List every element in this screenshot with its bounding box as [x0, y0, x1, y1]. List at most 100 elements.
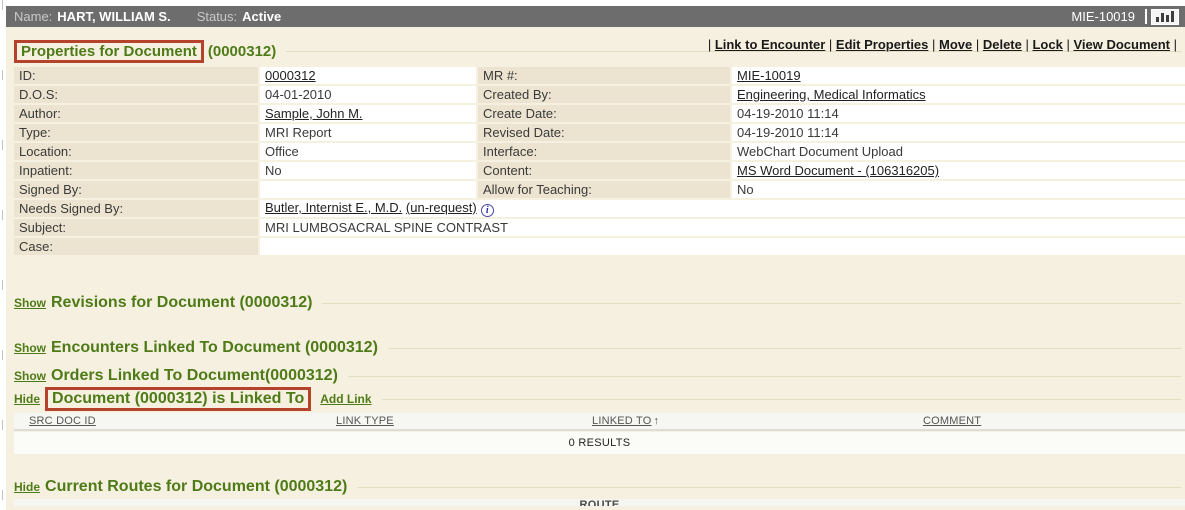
prop-label: Create Date: — [478, 105, 730, 122]
prop-value-link[interactable]: Engineering, Medical Informatics — [737, 87, 926, 102]
section-revisions: Show Revisions for Document (0000312) — [14, 294, 1181, 312]
section-encounters: Show Encounters Linked To Document (0000… — [14, 339, 1181, 357]
prop-row: Location: Office Interface: WebChart Docume… — [14, 143, 1185, 160]
hide-linked-to-link[interactable]: Hide — [14, 392, 41, 406]
section-orders: Show Orders Linked To Document(0000312) — [14, 367, 1181, 385]
action-link-move[interactable]: Move — [939, 37, 973, 52]
section-current-routes: Hide Current Routes for Document (000031… — [14, 478, 1181, 496]
heading-rule — [387, 347, 1181, 349]
prop-row: Type: MRI Report Revised Date: 04-19-2010 1… — [14, 124, 1185, 141]
sort-link[interactable]: LINKED TO — [592, 415, 652, 427]
column-header-comment: COMMENT — [917, 415, 1185, 427]
sort-link[interactable]: SRC DOC ID — [29, 415, 96, 427]
prop-label: Needs Signed By: — [14, 200, 258, 217]
prop-label: Case: — [14, 238, 258, 255]
action-link-view-document[interactable]: View Document — [1073, 37, 1170, 52]
prop-label: Allow for Teaching: — [478, 181, 730, 198]
hide-current-routes-link[interactable]: Hide — [14, 480, 41, 494]
route-column-header: ROUTE — [579, 499, 620, 506]
prop-value: No — [732, 181, 1185, 198]
prop-value-link[interactable]: Butler, Internist E., M.D. — [265, 200, 403, 215]
sort-ascending-icon: ↑ — [653, 415, 659, 427]
prop-label: Location: — [14, 143, 258, 160]
window-edge — [0, 0, 6, 510]
heading-rule — [381, 398, 1181, 400]
action-links: | Link to Encounter | Edit Properties | … — [707, 37, 1177, 52]
properties-title-docid: (0000312) — [207, 43, 277, 60]
prop-value: Butler, Internist E., M.D. (un-request) i — [260, 200, 1185, 217]
prop-value: WebChart Document Upload — [732, 143, 1185, 160]
properties-table-body: ID: 0000312 MR #: MIE-10019 D.O.S: 04-01-2010… — [14, 67, 1185, 255]
prop-value: MRI Report — [260, 124, 476, 141]
prop-row: Subject: MRI LUMBOSACRAL SPINE CONTRAST — [14, 219, 1185, 236]
prop-label: D.O.S: — [14, 86, 258, 103]
prop-value-link[interactable]: 0000312 — [265, 68, 316, 83]
show-encounters-link[interactable]: Show — [14, 341, 46, 355]
info-icon[interactable]: i — [480, 204, 494, 217]
prop-label: Revised Date: — [478, 124, 730, 141]
patient-status: Active — [242, 9, 282, 24]
section-linked-to: Hide Document (0000312) is Linked To Add… — [14, 387, 1181, 411]
action-link-edit-properties[interactable]: Edit Properties — [835, 37, 929, 52]
properties-table: ID: 0000312 MR #: MIE-10019 D.O.S: 04-01-2010… — [12, 65, 1185, 257]
prop-value — [260, 181, 476, 198]
action-link-link-to-encounter[interactable]: Link to Encounter — [714, 37, 826, 52]
prop-row: Author: Sample, John M. Create Date: 04-19-… — [14, 105, 1185, 122]
prop-value: 04-01-2010 — [260, 86, 476, 103]
patient-name: HART, WILLIAM S. — [57, 9, 171, 24]
prop-label: Author: — [14, 105, 258, 122]
prop-row: ID: 0000312 MR #: MIE-10019 — [14, 67, 1185, 84]
prop-label: Inpatient: — [14, 162, 258, 179]
sort-link[interactable]: COMMENT — [923, 415, 982, 427]
prop-value: Engineering, Medical Informatics — [732, 86, 1185, 103]
prop-value: 04-19-2010 11:14 — [732, 105, 1185, 122]
column-header-linked-to: LINKED TO ↑ — [592, 415, 917, 427]
prop-value — [260, 238, 1185, 255]
prop-value-link[interactable]: Sample, John M. — [265, 106, 363, 121]
column-header-src-doc-id: SRC DOC ID — [14, 415, 329, 427]
patient-mrn: MIE-10019 — [1071, 9, 1135, 24]
prop-value: Office — [260, 143, 476, 160]
properties-title-boxed: Properties for Document — [14, 40, 204, 63]
prop-value: 0000312 — [260, 67, 476, 84]
name-label: Name: — [14, 9, 53, 24]
prop-label: Content: — [478, 162, 730, 179]
prop-label: Subject: — [14, 219, 258, 236]
show-orders-link[interactable]: Show — [14, 369, 46, 383]
prop-label: Interface: — [478, 143, 730, 160]
prop-value: MIE-10019 — [732, 67, 1185, 84]
prop-value: 04-19-2010 11:14 — [732, 124, 1185, 141]
status-label: Status: — [196, 9, 238, 24]
prop-row: Inpatient: No Content: MS Word Document - (… — [14, 162, 1185, 179]
routes-table-header-partial: ROUTE — [14, 499, 1185, 506]
prop-label: Signed By: — [14, 181, 258, 198]
bar-chart-icon[interactable] — [1151, 8, 1179, 25]
prop-label: Created By: — [478, 86, 730, 103]
show-revisions-link[interactable]: Show — [14, 296, 46, 310]
action-link-lock[interactable]: Lock — [1032, 37, 1063, 52]
divider — [1145, 9, 1147, 24]
prop-value: Sample, John M. — [260, 105, 476, 122]
prop-label: MR #: — [478, 67, 730, 84]
revisions-title: Revisions for Document (0000312) — [51, 294, 313, 311]
current-routes-title: Current Routes for Document (0000312) — [45, 478, 348, 495]
heading-rule — [286, 51, 1181, 52]
add-link-button[interactable]: Add Link — [320, 392, 372, 406]
heading-rule — [357, 486, 1181, 488]
un-request-link[interactable]: (un-request) — [405, 200, 477, 215]
prop-value-link[interactable]: MIE-10019 — [737, 68, 801, 83]
prop-value: No — [260, 162, 476, 179]
page: Name: HART, WILLIAM S. Status: Active MI… — [6, 6, 1185, 510]
prop-value: MRI LUMBOSACRAL SPINE CONTRAST — [260, 219, 1185, 236]
patient-header-bar: Name: HART, WILLIAM S. Status: Active MI… — [6, 6, 1185, 27]
sort-link[interactable]: LINK TYPE — [336, 415, 394, 427]
linked-to-table-header: SRC DOC ID LINK TYPE LINKED TO ↑ COMMENT — [14, 413, 1185, 431]
properties-heading: Properties for Document (0000312) — [14, 40, 1181, 63]
prop-label: Type: — [14, 124, 258, 141]
prop-row: Needs Signed By: Butler, Internist E., M.… — [14, 200, 1185, 217]
prop-value: MS Word Document - (106316205) — [732, 162, 1185, 179]
action-link-delete[interactable]: Delete — [982, 37, 1022, 52]
linked-to-title-boxed: Document (0000312) is Linked To — [45, 387, 312, 411]
prop-value-link[interactable]: MS Word Document - (106316205) — [737, 163, 940, 178]
orders-title: Orders Linked To Document(0000312) — [51, 367, 338, 384]
